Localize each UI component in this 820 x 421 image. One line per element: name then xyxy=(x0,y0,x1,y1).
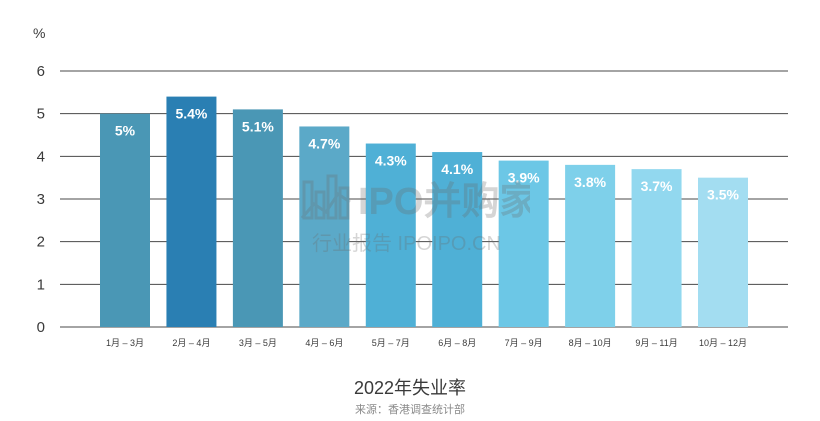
data-label: 4.3% xyxy=(375,153,407,169)
y-tick-label: 6 xyxy=(37,63,45,80)
x-tick-label: 10月 – 12月 xyxy=(699,338,747,348)
data-label: 3.9% xyxy=(508,170,540,186)
bar xyxy=(100,113,150,328)
y-tick-label: 4 xyxy=(37,148,45,165)
data-labels: 5% 5.4% 5.1% 4.7% 4.3% 4.1% 3.9% 3.8% 3.7% 3.5% xyxy=(115,106,740,203)
x-tick-label: 8月 – 10月 xyxy=(569,338,612,348)
y-tick-label: 2 xyxy=(37,234,45,251)
data-label: 3.5% xyxy=(707,187,739,203)
chart-title: 2022年失业率 xyxy=(353,378,467,398)
x-tick-label: 3月 – 5月 xyxy=(239,338,277,348)
data-label: 4.1% xyxy=(441,161,473,177)
bar xyxy=(498,160,549,327)
bar xyxy=(365,143,416,327)
bar xyxy=(631,169,682,327)
data-label: 3.8% xyxy=(574,174,606,190)
data-label: 4.7% xyxy=(308,135,340,151)
bar xyxy=(299,126,350,327)
bar xyxy=(565,164,616,327)
y-tick-label: 1 xyxy=(37,276,45,293)
x-tick-label: 2月 – 4月 xyxy=(172,338,210,348)
y-tick-label: 5 xyxy=(37,106,45,123)
y-tick-label: 3 xyxy=(37,191,45,208)
x-tick-label: 1月 – 3月 xyxy=(106,338,144,348)
x-tick-label: 9月 – 11月 xyxy=(635,338,677,348)
y-tick-label: 0 xyxy=(37,319,45,336)
y-axis-unit: % xyxy=(33,25,45,41)
data-label: 3.7% xyxy=(641,178,673,194)
x-tick-label: 7月 – 9月 xyxy=(505,338,543,348)
x-axis-ticks: 1月 – 3月 2月 – 4月 3月 – 5月 4月 – 6月 5月 – 7月 6月 – … xyxy=(106,338,747,348)
bar xyxy=(232,109,283,328)
x-tick-label: 6月 – 8月 xyxy=(438,338,476,348)
data-label: 5.1% xyxy=(242,118,274,134)
bar xyxy=(698,177,748,327)
bar xyxy=(432,152,483,327)
bar xyxy=(166,96,217,327)
x-tick-label: 5月 – 7月 xyxy=(372,338,410,348)
data-label: 5% xyxy=(115,123,136,139)
chart-source: 来源：香港调查统计部 xyxy=(355,404,465,416)
y-axis-ticks: 0 1 2 3 4 5 6 xyxy=(37,63,45,336)
bar-chart: 0 1 2 3 4 5 6 % 5% 5.4% 5.1% 4.7% 4.3% 4.1% 3.9% 3.8%… xyxy=(33,25,788,348)
data-label: 5.4% xyxy=(175,106,207,122)
x-tick-label: 4月 – 6月 xyxy=(305,338,343,348)
bars xyxy=(100,96,748,328)
